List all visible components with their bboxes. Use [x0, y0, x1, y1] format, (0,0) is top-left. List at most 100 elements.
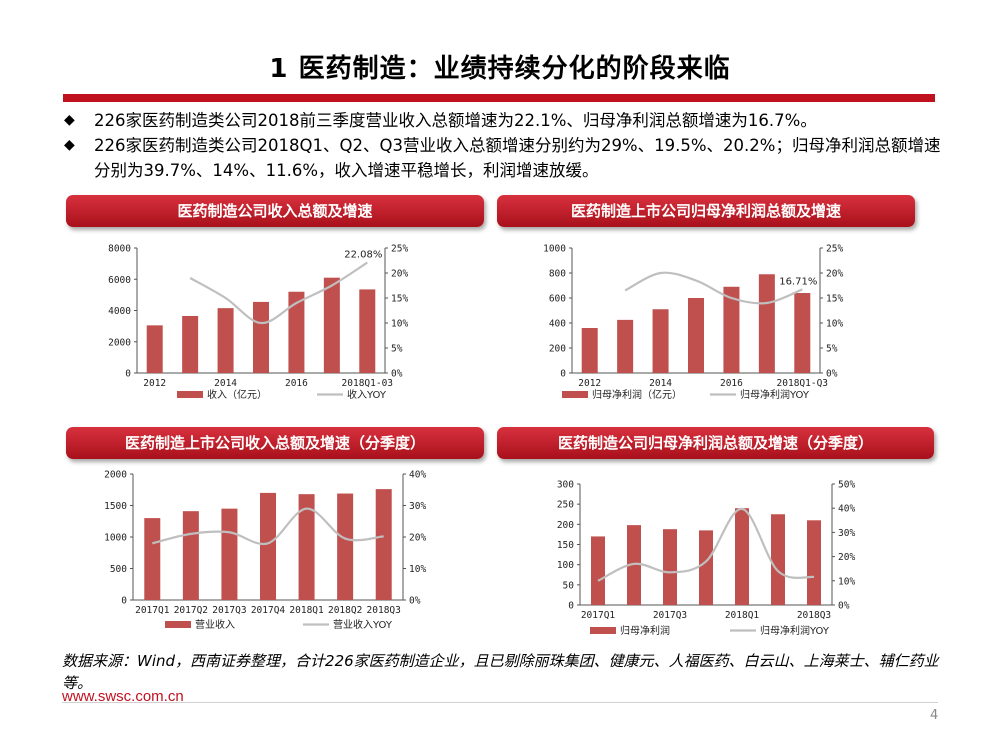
- bullet-list: ◆ 226家医药制造类公司2018前三季度营业收入总额增速为22.1%、归母净利…: [62, 108, 942, 183]
- bar: [359, 289, 376, 373]
- y-right-tick-label: 10%: [826, 319, 843, 330]
- y-left-tick-label: 6000: [108, 275, 131, 286]
- bar: [221, 508, 238, 600]
- bar: [581, 328, 598, 373]
- panel-header-profit-annual: 医药制造上市公司归母净利润总额及增速: [497, 195, 915, 227]
- y-left-tick-label: 8000: [108, 244, 131, 255]
- diamond-bullet-icon: ◆: [64, 137, 75, 153]
- bar: [288, 291, 305, 373]
- y-right-tick-label: 30%: [409, 501, 426, 512]
- legend-bar-label: 归母净利润（亿元）: [592, 388, 682, 401]
- bar: [591, 536, 605, 605]
- data-label: 16.71%: [779, 276, 817, 287]
- y-right-tick-label: 10%: [409, 564, 426, 575]
- y-right-tick-label: 0%: [409, 596, 421, 607]
- y-right-tick-label: 20%: [826, 269, 843, 280]
- bullet-item: ◆ 226家医药制造类公司2018Q1、Q2、Q3营业收入总额增速分别约为29%…: [62, 133, 942, 183]
- x-tick-label: 2018Q1: [289, 605, 324, 616]
- y-right-tick-label: 10%: [391, 319, 408, 330]
- y-left-tick-label: 250: [557, 500, 574, 511]
- bar: [794, 293, 811, 373]
- y-left-tick-label: 2000: [104, 470, 127, 481]
- x-tick-label: 2018Q3: [797, 610, 831, 621]
- y-right-tick-label: 20%: [391, 269, 408, 280]
- x-tick-label: 2017Q3: [212, 605, 246, 616]
- website-link[interactable]: www.swsc.com.cn: [62, 688, 184, 705]
- y-left-tick-label: 400: [549, 319, 566, 330]
- y-right-tick-label: 30%: [838, 528, 855, 539]
- bar: [323, 277, 340, 373]
- x-tick-label: 2018Q1-03: [342, 378, 393, 389]
- y-left-tick-label: 150: [557, 540, 574, 551]
- bar: [617, 319, 634, 373]
- legend-bar-swatch: [590, 627, 616, 634]
- y-left-tick-label: 200: [557, 520, 574, 531]
- legend-bar-label: 营业收入: [195, 618, 235, 631]
- x-tick-label: 2012: [143, 378, 166, 389]
- legend-bar-label: 收入（亿元）: [207, 388, 267, 401]
- legend-line-label: 收入YOY: [347, 388, 387, 401]
- page-number: 4: [930, 708, 939, 723]
- y-right-tick-label: 10%: [838, 576, 855, 587]
- bar: [735, 508, 749, 605]
- x-tick-label: 2017Q3: [653, 610, 687, 621]
- legend-bar-swatch: [562, 391, 588, 398]
- yoy-line: [624, 271, 803, 305]
- y-right-tick-label: 50%: [838, 480, 855, 491]
- chart-profit-annual: 0 200 400 600 800 1000 0% 5% 10% 15% 20% 25% 2012 201…: [530, 228, 860, 408]
- y-left-tick-label: 1500: [104, 501, 127, 512]
- y-left-tick-label: 0: [560, 369, 566, 380]
- x-tick-label: 2017Q1: [135, 605, 170, 616]
- x-tick-label: 2017Q4: [251, 605, 286, 616]
- y-left-tick-label: 1000: [543, 244, 566, 255]
- x-tick-label: 2014: [214, 378, 237, 389]
- y-left-tick-label: 4000: [108, 306, 131, 317]
- x-tick-label: 2018Q1-Q3: [777, 378, 828, 389]
- bar: [146, 325, 163, 373]
- legend-bar-swatch: [165, 621, 191, 628]
- y-right-tick-label: 20%: [838, 552, 855, 563]
- x-tick-label: 2017Q1: [581, 610, 616, 621]
- chart-profit-annual-svg: 0 200 400 600 800 1000 0% 5% 10% 15% 20% 25% 2012 201…: [543, 244, 843, 402]
- data-source-note: 数据来源：Wind，西南证券整理，合计226家医药制造企业，且已剔除丽珠集团、健…: [62, 652, 939, 692]
- bullet-text: 226家医药制造类公司2018前三季度营业收入总额增速为22.1%、归母净利润总…: [94, 111, 817, 130]
- panel-header-revenue-quarterly: 医药制造上市公司收入总额及增速（分季度）: [66, 427, 484, 459]
- bar: [217, 308, 234, 373]
- y-left-tick-label: 0: [568, 601, 574, 612]
- y-left-tick-label: 1000: [104, 533, 127, 544]
- y-left-tick-label: 200: [549, 344, 566, 355]
- x-tick-label: 2017Q2: [174, 605, 208, 616]
- bar: [298, 494, 315, 600]
- y-left-tick-label: 300: [557, 480, 574, 491]
- y-left-tick-label: 2000: [108, 337, 131, 348]
- bullet-item: ◆ 226家医药制造类公司2018前三季度营业收入总额增速为22.1%、归母净利…: [62, 108, 942, 133]
- y-right-tick-label: 15%: [391, 294, 408, 305]
- yoy-line: [189, 261, 368, 325]
- y-left-tick-label: 100: [557, 560, 574, 571]
- footer-divider: [62, 702, 938, 703]
- x-tick-label: 2018Q2: [328, 605, 362, 616]
- y-right-tick-label: 0%: [826, 369, 838, 380]
- bar: [182, 511, 199, 600]
- bar: [723, 286, 740, 373]
- y-right-tick-label: 20%: [409, 533, 426, 544]
- bar: [771, 514, 785, 605]
- bar: [758, 274, 775, 373]
- y-right-tick-label: 40%: [409, 470, 426, 481]
- panel-header-revenue-annual: 医药制造公司收入总额及增速: [66, 195, 484, 227]
- title-underline-bar: [63, 94, 935, 102]
- bar: [260, 492, 276, 600]
- legend-bar-swatch: [177, 391, 203, 398]
- x-tick-label: 2014: [649, 378, 672, 389]
- bar: [182, 315, 199, 373]
- y-right-tick-label: 15%: [826, 294, 843, 305]
- y-left-tick-label: 800: [549, 269, 566, 280]
- y-right-tick-label: 5%: [826, 344, 838, 355]
- legend-bar-label: 归母净利润: [620, 624, 670, 637]
- y-right-tick-label: 25%: [826, 244, 843, 255]
- bar: [253, 301, 269, 373]
- bar: [699, 530, 713, 605]
- y-right-tick-label: 5%: [391, 344, 403, 355]
- y-right-tick-label: 0%: [391, 369, 403, 380]
- y-left-tick-label: 0: [121, 596, 127, 607]
